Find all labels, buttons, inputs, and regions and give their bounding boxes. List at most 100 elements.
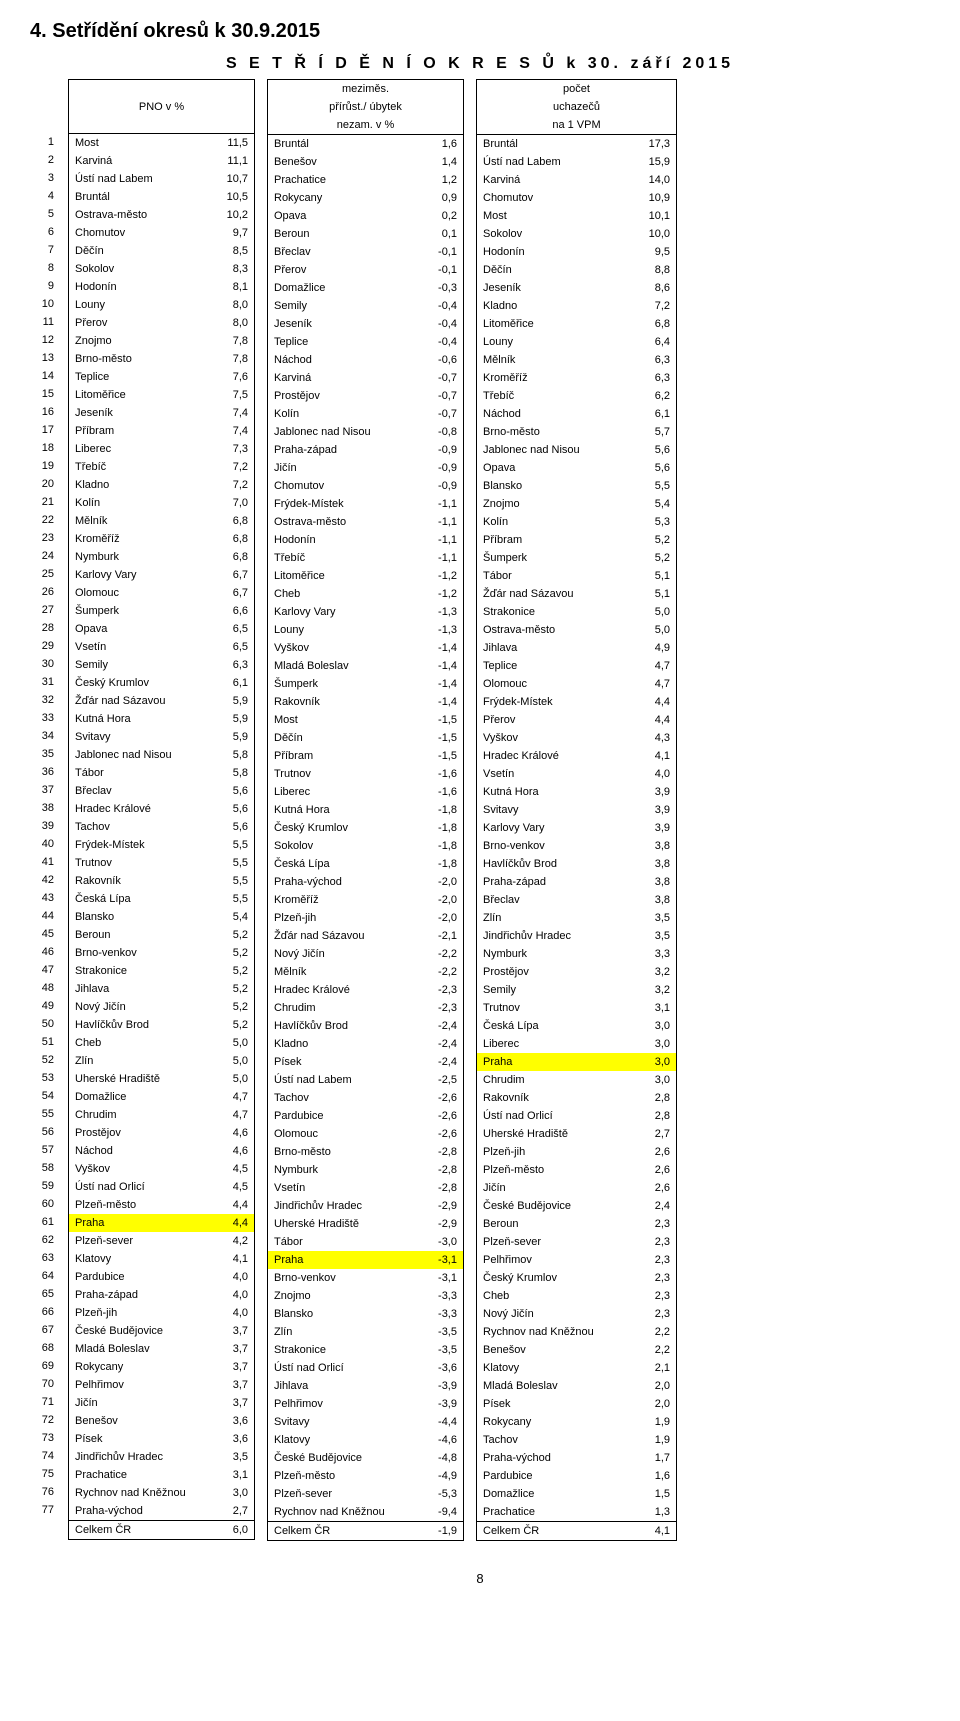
- table-row: Liberec3,0: [477, 1035, 677, 1053]
- table-row: Český Krumlov-1,8: [268, 819, 464, 837]
- table-row: Uherské Hradiště5,0: [69, 1070, 255, 1088]
- district-name: Plzeň-sever: [268, 1485, 418, 1503]
- district-name: Praha-západ: [268, 441, 418, 459]
- district-value: -1,4: [418, 675, 464, 693]
- district-value: 10,1: [627, 207, 677, 225]
- district-name: Svitavy: [477, 801, 627, 819]
- table-row: Beroun0,1: [268, 225, 464, 243]
- row-index: 46: [30, 943, 56, 961]
- district-name: České Budějovice: [69, 1322, 209, 1340]
- district-value: 1,4: [418, 153, 464, 171]
- table-row: Kolín-0,7: [268, 405, 464, 423]
- table-row: Náchod4,6: [69, 1142, 255, 1160]
- table-row: Příbram5,2: [477, 531, 677, 549]
- table-row: Ústí nad Labem10,7: [69, 170, 255, 188]
- row-index: 17: [30, 421, 56, 439]
- row-index: 22: [30, 511, 56, 529]
- table-row: Karviná14,0: [477, 171, 677, 189]
- row-index: 9: [30, 277, 56, 295]
- district-value: 8,0: [209, 314, 255, 332]
- table-row: Vsetín6,5: [69, 638, 255, 656]
- row-index: 61: [30, 1213, 56, 1231]
- district-name: Jihlava: [477, 639, 627, 657]
- district-name: Beroun: [477, 1215, 627, 1233]
- district-name: Trutnov: [69, 854, 209, 872]
- index-column: 1234567891011121314151617181920212223242…: [30, 79, 56, 1519]
- district-value: -0,7: [418, 405, 464, 423]
- district-name: Vyškov: [477, 729, 627, 747]
- district-value: 10,9: [627, 189, 677, 207]
- table-row: Hradec Králové-2,3: [268, 981, 464, 999]
- district-value: 0,2: [418, 207, 464, 225]
- row-index: 5: [30, 205, 56, 223]
- table-row: Opava0,2: [268, 207, 464, 225]
- district-name: Žďár nad Sázavou: [477, 585, 627, 603]
- district-value: 4,2: [209, 1232, 255, 1250]
- district-value: 5,6: [627, 459, 677, 477]
- district-value: 10,2: [209, 206, 255, 224]
- district-value: 3,6: [209, 1412, 255, 1430]
- table-row: Cheb5,0: [69, 1034, 255, 1052]
- table-row: Zlín-3,5: [268, 1323, 464, 1341]
- district-name: Kroměříž: [268, 891, 418, 909]
- district-value: 3,0: [627, 1035, 677, 1053]
- district-name: Kutná Hora: [69, 710, 209, 728]
- district-value: 3,7: [209, 1394, 255, 1412]
- table-row: Litoměřice-1,2: [268, 567, 464, 585]
- district-value: -1,5: [418, 729, 464, 747]
- table-row: Jindřichův Hradec3,5: [69, 1448, 255, 1466]
- district-value: 6,7: [209, 584, 255, 602]
- table-change-header: meziměs. přírůst./ úbytek nezam. v %: [268, 80, 464, 135]
- district-value: 5,9: [209, 710, 255, 728]
- district-value: 7,0: [209, 494, 255, 512]
- row-index: 1: [30, 133, 56, 151]
- district-name: Liberec: [268, 783, 418, 801]
- district-name: Tachov: [69, 818, 209, 836]
- district-name: Třebíč: [268, 549, 418, 567]
- district-value: 4,9: [627, 639, 677, 657]
- table-row: Písek3,6: [69, 1430, 255, 1448]
- table-row: Trutnov3,1: [477, 999, 677, 1017]
- district-value: 6,8: [209, 548, 255, 566]
- table-row: Hodonín8,1: [69, 278, 255, 296]
- district-value: 6,8: [209, 530, 255, 548]
- table-row: Prachatice3,1: [69, 1466, 255, 1484]
- row-index: 24: [30, 547, 56, 565]
- table-row: Brno-město-2,8: [268, 1143, 464, 1161]
- row-index: 50: [30, 1015, 56, 1033]
- district-value: -3,5: [418, 1341, 464, 1359]
- table-row: Bruntál1,6: [268, 135, 464, 154]
- table-row: Prostějov-0,7: [268, 387, 464, 405]
- table-row: Plzeň-město-4,9: [268, 1467, 464, 1485]
- district-name: Prachatice: [268, 171, 418, 189]
- district-value: -1,8: [418, 855, 464, 873]
- district-name: Domažlice: [69, 1088, 209, 1106]
- district-value: 3,0: [209, 1484, 255, 1502]
- district-name: Nymburk: [477, 945, 627, 963]
- district-value: 8,8: [627, 261, 677, 279]
- table-row: Náchod6,1: [477, 405, 677, 423]
- row-index: 11: [30, 313, 56, 331]
- table-row: Rakovník2,8: [477, 1089, 677, 1107]
- district-name: Děčín: [268, 729, 418, 747]
- district-value: 3,7: [209, 1322, 255, 1340]
- district-name: Praha: [477, 1053, 627, 1071]
- district-value: 5,9: [209, 692, 255, 710]
- table-row: Znojmo5,4: [477, 495, 677, 513]
- district-name: Sokolov: [69, 260, 209, 278]
- table-row: Hradec Králové5,6: [69, 800, 255, 818]
- district-value: -1,1: [418, 549, 464, 567]
- district-name: Nový Jičín: [69, 998, 209, 1016]
- table-row: Strakonice5,0: [477, 603, 677, 621]
- district-value: 10,7: [209, 170, 255, 188]
- district-value: 3,9: [627, 783, 677, 801]
- district-value: 1,7: [627, 1449, 677, 1467]
- table-row: Rokycany1,9: [477, 1413, 677, 1431]
- row-index: 52: [30, 1051, 56, 1069]
- district-value: -0,9: [418, 459, 464, 477]
- district-value: 3,1: [209, 1466, 255, 1484]
- table-row: Liberec-1,6: [268, 783, 464, 801]
- table-row: Třebíč6,2: [477, 387, 677, 405]
- table-row: Trutnov-1,6: [268, 765, 464, 783]
- table-row: Benešov1,4: [268, 153, 464, 171]
